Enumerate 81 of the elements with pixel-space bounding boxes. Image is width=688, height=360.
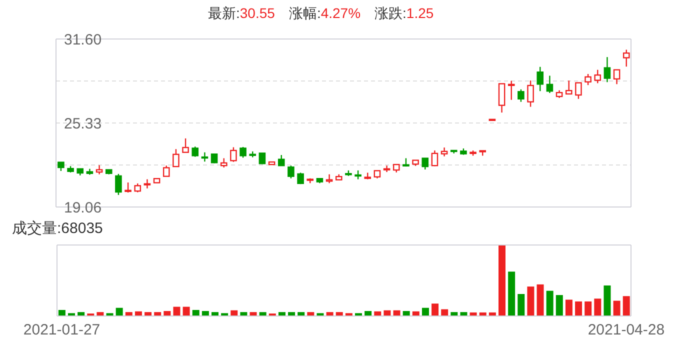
bar [546, 290, 554, 316]
bar [259, 312, 266, 316]
bar [594, 298, 602, 316]
bar [518, 294, 525, 316]
candlestick [115, 173, 122, 196]
bar [498, 245, 506, 316]
bar [288, 312, 296, 316]
x-tick-label: 2021-01-27 [23, 322, 100, 339]
bar [556, 295, 563, 316]
candlestick [278, 154, 285, 166]
candlestick [124, 182, 132, 194]
bar [402, 311, 410, 316]
candlestick [527, 80, 534, 108]
bar [336, 312, 343, 316]
candlestick [144, 178, 151, 189]
bar [364, 311, 372, 316]
candlestick [565, 80, 572, 95]
candlestick [584, 73, 592, 86]
bar [622, 296, 630, 316]
bar [604, 285, 611, 316]
bar [202, 311, 209, 316]
bar [154, 312, 162, 316]
bar [192, 310, 200, 316]
y-tick-label: 19.06 [64, 199, 102, 216]
bar [58, 310, 66, 316]
candlestick [96, 164, 103, 175]
bar [613, 300, 620, 316]
candlestick [422, 158, 429, 170]
bar [508, 272, 516, 316]
bar [536, 284, 544, 316]
candlestick [201, 152, 208, 162]
bar [527, 286, 534, 316]
bar [278, 312, 286, 316]
candlestick [594, 69, 602, 84]
candlestick [518, 88, 524, 102]
bar [575, 301, 582, 316]
candlestick [220, 158, 228, 168]
candlestick [604, 56, 611, 83]
text: 最新:30.55 [208, 5, 275, 23]
candlestick [192, 146, 199, 158]
y-tick-label: 31.60 [64, 31, 102, 48]
bar [298, 312, 305, 316]
candlestick [536, 66, 544, 92]
bar [422, 308, 429, 316]
candlestick [230, 146, 237, 162]
text: 涨跌:1.25 [374, 5, 434, 23]
candlestick [498, 83, 506, 114]
candlestick [508, 80, 515, 100]
bar [432, 304, 439, 316]
bar [96, 312, 104, 316]
bar [450, 312, 458, 316]
bar [326, 312, 334, 316]
candlestick [162, 165, 170, 177]
bar [212, 312, 218, 316]
candlestick [182, 138, 189, 153]
bar [584, 301, 592, 316]
candlestick [172, 148, 180, 168]
candlestick [546, 75, 554, 94]
candlestick [613, 69, 620, 85]
bar [565, 300, 572, 316]
chart-title: 成交量:68035 [11, 220, 104, 238]
bar [250, 312, 257, 316]
bar [182, 306, 190, 316]
bar [144, 312, 152, 316]
y-tick-label: 25.33 [64, 115, 102, 132]
bar [116, 308, 123, 316]
candlestick [288, 165, 294, 179]
candlestick [240, 146, 246, 158]
candlestick [210, 153, 218, 164]
x-tick-label: 2021-04-28 [588, 322, 665, 339]
bar [240, 312, 248, 316]
bar [164, 311, 171, 316]
candlestick [431, 150, 438, 167]
bar [307, 312, 314, 316]
bar [173, 306, 180, 316]
text: 涨幅:4.27% [288, 5, 361, 23]
candlestick [622, 49, 630, 68]
bar [78, 312, 85, 316]
candlestick [575, 82, 582, 100]
bar [460, 312, 468, 316]
bar [125, 312, 132, 316]
